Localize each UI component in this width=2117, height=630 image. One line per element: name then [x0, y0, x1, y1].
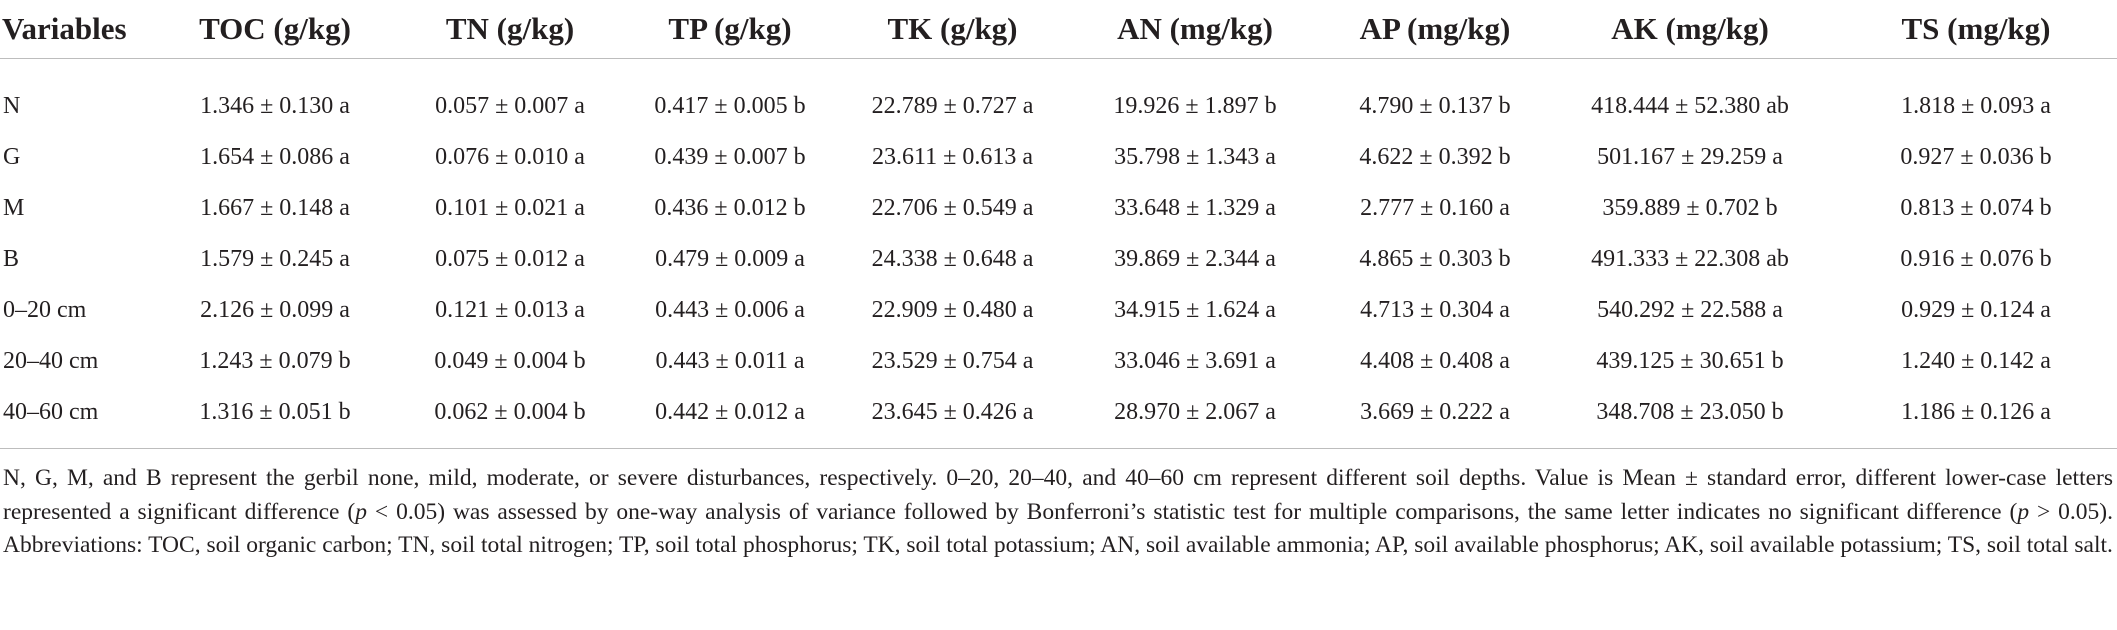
table-cell: 0.049 ± 0.004 b	[434, 348, 586, 374]
row-label: B	[3, 246, 20, 272]
row-label: 40–60 cm	[0, 387, 150, 449]
footnote-p-symbol-2: p	[2017, 498, 2030, 525]
table-body: N 1.346 ± 0.130 a 0.057 ± 0.007 a 0.417 ± 0…	[0, 59, 2117, 449]
table-cell: 1.654 ± 0.086 a	[200, 144, 350, 170]
table-row: 20–40 cm 1.243 ± 0.079 b 0.049 ± 0.004 b 0.…	[0, 336, 2117, 387]
table-cell: 0.057 ± 0.007 a	[435, 93, 585, 119]
table-header: Variables TOC (g/kg) TN (g/kg) TP (g/kg) TK …	[0, 0, 2117, 59]
row-label: G	[3, 144, 21, 170]
table-row: B 1.579 ± 0.245 a 0.075 ± 0.012 a 0.479 ± 0…	[0, 234, 2117, 285]
row-label: M	[3, 195, 25, 221]
column-header: AP (mg/kg)	[1325, 0, 1545, 59]
table-cell: 1.346 ± 0.130 a	[200, 93, 350, 119]
table-cell: 23.645 ± 0.426 a	[840, 387, 1065, 449]
table-cell: 0.439 ± 0.007 b	[654, 144, 806, 170]
table-cell: 348.708 ± 23.050 b	[1545, 387, 1835, 449]
table-cell: 23.611 ± 0.613 a	[872, 144, 1033, 170]
table-row: 0–20 cm 2.126 ± 0.099 a 0.121 ± 0.013 a 0.4…	[0, 285, 2117, 336]
table-cell: 491.333 ± 22.308 ab	[1591, 246, 1789, 272]
table-cell: 22.789 ± 0.727 a	[871, 93, 1034, 119]
table-cell: 0.929 ± 0.124 a	[1901, 297, 2051, 323]
table-cell: 3.669 ± 0.222 a	[1325, 387, 1545, 449]
footnote-text-3: > 0.05). Abbreviations: TOC, soil organi…	[3, 498, 2113, 559]
table-cell: 0.443 ± 0.011 a	[655, 348, 805, 374]
column-header: TK (g/kg)	[840, 0, 1065, 59]
row-label: 0–20 cm	[3, 297, 87, 323]
table-cell: 0.436 ± 0.012 b	[654, 195, 806, 221]
table-cell: 22.909 ± 0.480 a	[871, 297, 1034, 323]
column-header: AK (mg/kg)	[1545, 0, 1835, 59]
footnote-text-1: N, G, M, and B represent the gerbil none…	[3, 465, 2113, 525]
table-footnote: N, G, M, and B represent the gerbil none…	[3, 462, 2113, 563]
footnote-p-symbol-1: p	[355, 498, 367, 525]
table-cell: 1.243 ± 0.079 b	[199, 348, 351, 374]
row-label: N	[3, 93, 21, 119]
table-cell: 0.479 ± 0.009 a	[655, 246, 805, 272]
column-header: Variables	[0, 0, 150, 59]
column-header: TP (g/kg)	[620, 0, 840, 59]
table-cell: 24.338 ± 0.648 a	[871, 246, 1034, 272]
table-cell: 0.927 ± 0.036 b	[1900, 144, 2052, 170]
table-cell: 0.443 ± 0.006 a	[655, 297, 805, 323]
table-cell: 4.713 ± 0.304 a	[1360, 297, 1510, 323]
table-cell: 35.798 ± 1.343 a	[1114, 144, 1276, 170]
table-cell: 4.865 ± 0.303 b	[1359, 246, 1511, 272]
table-cell: 28.970 ± 2.067 a	[1065, 387, 1325, 449]
table-cell: 0.101 ± 0.021 a	[435, 195, 585, 221]
table-cell: 359.889 ± 0.702 b	[1602, 195, 1778, 221]
table-cell: 418.444 ± 52.380 ab	[1591, 93, 1789, 119]
table-cell: 2.126 ± 0.099 a	[200, 297, 350, 323]
table-cell: 34.915 ± 1.624 a	[1114, 297, 1276, 323]
table-cell: 540.292 ± 22.588 a	[1597, 297, 1783, 323]
table-cell: 1.316 ± 0.051 b	[150, 387, 400, 449]
column-header: TN (g/kg)	[400, 0, 620, 59]
table-row: 40–60 cm 1.316 ± 0.051 b 0.062 ± 0.004 b 0.…	[0, 387, 2117, 449]
table-cell: 0.417 ± 0.005 b	[654, 93, 806, 119]
table-cell: 4.408 ± 0.408 a	[1360, 348, 1510, 374]
column-header: TOC (g/kg)	[150, 0, 400, 59]
table-cell: 33.046 ± 3.691 a	[1114, 348, 1276, 374]
table-cell: 0.916 ± 0.076 b	[1900, 246, 2052, 272]
table-cell: 1.579 ± 0.245 a	[200, 246, 350, 272]
table-cell: 33.648 ± 1.329 a	[1114, 195, 1276, 221]
table-cell: 0.121 ± 0.013 a	[435, 297, 585, 323]
header-row: Variables TOC (g/kg) TN (g/kg) TP (g/kg) TK …	[0, 0, 2117, 59]
table-cell: 23.529 ± 0.754 a	[871, 348, 1034, 374]
table-cell: 1.240 ± 0.142 a	[1901, 348, 2051, 374]
table-cell: 0.075 ± 0.012 a	[435, 246, 585, 272]
table-cell: 2.777 ± 0.160 a	[1360, 195, 1510, 221]
table-cell: 1.667 ± 0.148 a	[200, 195, 350, 221]
table-cell: 4.622 ± 0.392 b	[1359, 144, 1511, 170]
table-cell: 0.813 ± 0.074 b	[1900, 195, 2052, 221]
table-cell: 439.125 ± 30.651 b	[1596, 348, 1784, 374]
soil-properties-table: Variables TOC (g/kg) TN (g/kg) TP (g/kg) TK …	[0, 0, 2117, 449]
table-cell: 0.062 ± 0.004 b	[400, 387, 620, 449]
column-header: TS (mg/kg)	[1835, 0, 2117, 59]
table-row: N 1.346 ± 0.130 a 0.057 ± 0.007 a 0.417 ± 0…	[0, 59, 2117, 133]
table-cell: 39.869 ± 2.344 a	[1114, 246, 1276, 272]
table-cell: 501.167 ± 29.259 a	[1597, 144, 1783, 170]
table-cell: 0.442 ± 0.012 a	[620, 387, 840, 449]
table-cell: 0.076 ± 0.010 a	[435, 144, 585, 170]
table-cell: 19.926 ± 1.897 b	[1113, 93, 1277, 119]
row-label: 20–40 cm	[3, 348, 99, 374]
table-row: M 1.667 ± 0.148 a 0.101 ± 0.021 a 0.436 ± 0…	[0, 183, 2117, 234]
table-cell: 1.818 ± 0.093 a	[1901, 93, 2051, 119]
footnote-text-2: < 0.05) was assessed by one-way analysis…	[366, 498, 2018, 525]
table-cell: 1.186 ± 0.126 a	[1835, 387, 2117, 449]
column-header: AN (mg/kg)	[1065, 0, 1325, 59]
table-cell: 22.706 ± 0.549 a	[871, 195, 1034, 221]
table-cell: 4.790 ± 0.137 b	[1359, 93, 1511, 119]
table-row: G 1.654 ± 0.086 a 0.076 ± 0.010 a 0.439 ± 0…	[0, 132, 2117, 183]
